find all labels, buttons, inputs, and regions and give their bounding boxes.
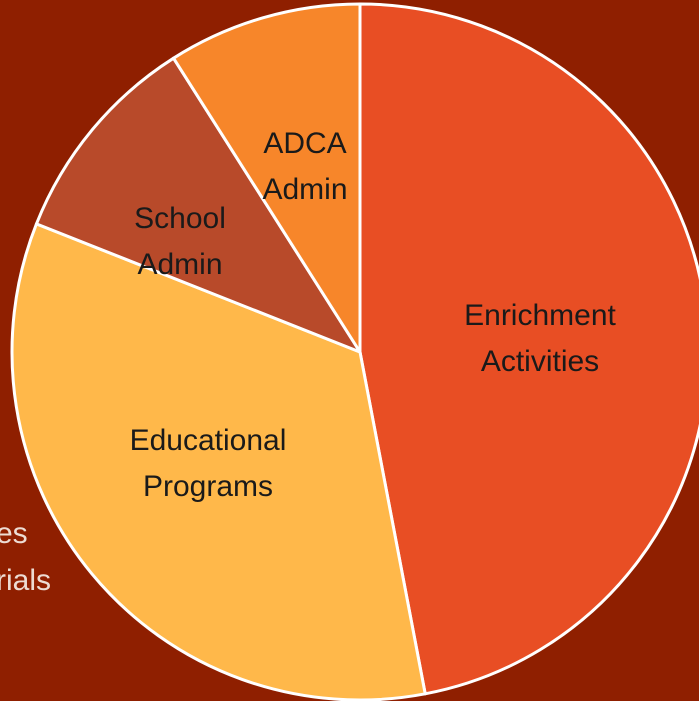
label-line: ADCA	[263, 127, 346, 160]
label-line: Admin	[137, 248, 222, 281]
slice-label: Enrichment Activities	[464, 299, 616, 378]
pie-slice	[172, 2, 362, 354]
slice-label: Educational Programs	[130, 424, 287, 503]
label-line: Programs	[143, 470, 273, 503]
label-line: Admin	[262, 173, 347, 206]
annotation: rials	[0, 564, 51, 597]
label-line: Activities	[481, 345, 599, 378]
pie-slice	[10, 222, 427, 701]
pie-slice	[34, 56, 362, 354]
label-line: Educational	[130, 424, 287, 457]
annotation: es	[0, 517, 28, 550]
label-line: Enrichment	[464, 299, 616, 332]
pie-slice	[358, 2, 699, 696]
slice-label: School Admin	[134, 202, 226, 281]
slice-label: ADCA Admin	[262, 127, 347, 206]
label-line: School	[134, 202, 226, 235]
